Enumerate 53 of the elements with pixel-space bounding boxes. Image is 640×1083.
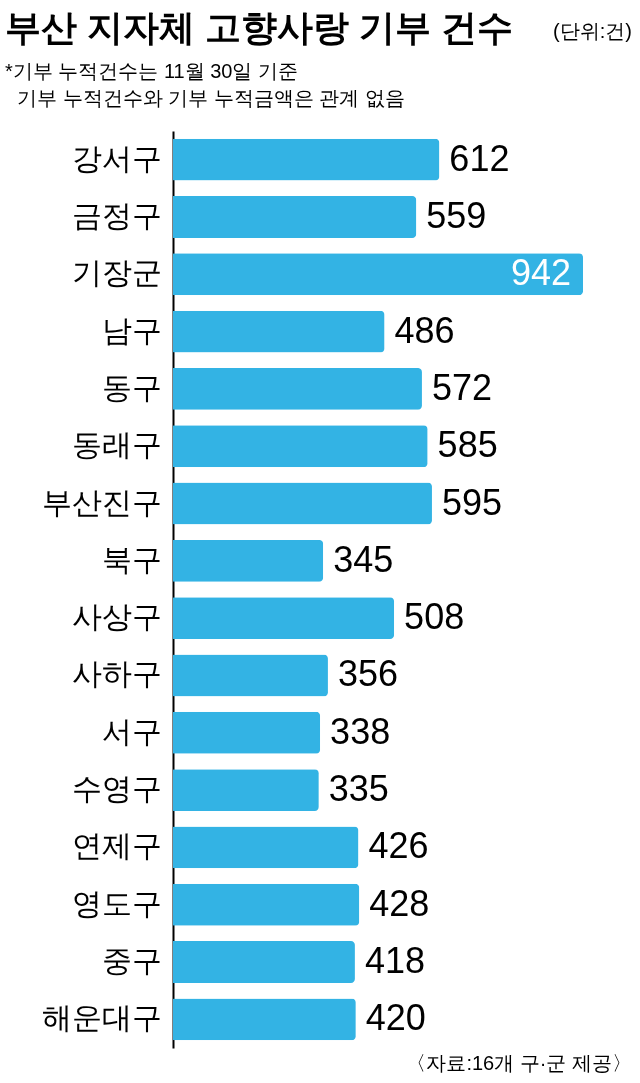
y-tick-label: 해운대구: [41, 1001, 162, 1035]
bar: [173, 367, 422, 410]
y-tick-label: 중구: [101, 944, 162, 978]
y-tick-label: 북구: [101, 542, 162, 576]
y-tick-label: 기장군: [71, 256, 162, 290]
bar: [173, 310, 385, 353]
y-tick-label: 연제구: [71, 829, 162, 863]
y-tick-label: 동구: [101, 370, 162, 404]
bar: [173, 482, 432, 525]
data-label: 486: [394, 309, 455, 351]
data-label: 612: [449, 137, 510, 179]
y-tick-label: 영도구: [71, 886, 162, 920]
data-label: 338: [330, 710, 391, 752]
data-label: 335: [328, 768, 389, 810]
y-tick-label: 금정구: [71, 198, 162, 232]
bar: [173, 769, 319, 812]
y-tick-label: 사상구: [71, 600, 162, 634]
data-label: 428: [369, 882, 430, 924]
data-label: 942: [510, 252, 571, 294]
data-label: 508: [404, 596, 465, 638]
y-tick-label: 강서구: [71, 141, 162, 175]
bar: [173, 138, 440, 181]
text: 기부 누적건수와 기부 누적금액은 관계 없음: [17, 87, 405, 109]
data-label: 572: [431, 366, 493, 408]
bar: [173, 883, 360, 926]
y-tick-label: 동래구: [71, 428, 162, 462]
bar: [173, 539, 324, 582]
y-tick-label: 남구: [101, 313, 162, 347]
text: *기부 누적건수는 11월 30일 기준: [5, 60, 299, 82]
data-label: 418: [364, 940, 426, 982]
data-label: 595: [441, 481, 503, 523]
data-label: 559: [426, 194, 487, 236]
y-tick-label: 수영구: [71, 772, 162, 806]
y-tick-label: 서구: [101, 714, 162, 748]
text: 〈자료:16개 구·군 제공〉: [406, 1052, 632, 1074]
bar: [173, 654, 328, 697]
chart-title: 부산 지자체 고향사랑 기부 건수: [5, 7, 514, 48]
bar: [173, 826, 359, 869]
bar: [173, 425, 428, 468]
data-label: 420: [365, 997, 426, 1039]
y-tick-label: 사하구: [71, 657, 162, 691]
data-label: 356: [337, 653, 399, 695]
data-label: 345: [333, 538, 394, 580]
bar: [173, 998, 356, 1041]
bar: [173, 253, 583, 296]
bar: [173, 196, 417, 238]
bar: [173, 597, 395, 640]
bar: [173, 711, 321, 754]
y-tick-label: 부산진구: [41, 485, 162, 519]
data-label: 585: [437, 424, 498, 466]
bar: [173, 941, 355, 983]
chart-subtitle: (단위:건): [553, 20, 632, 42]
data-label: 426: [368, 825, 429, 867]
